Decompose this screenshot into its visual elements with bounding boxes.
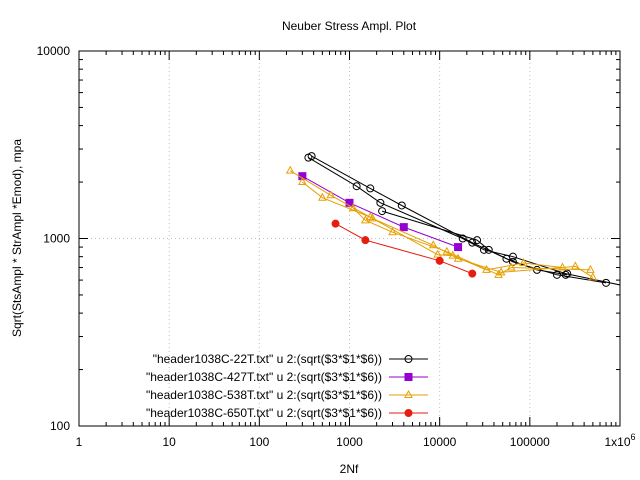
data-point [376,198,385,207]
data-point [508,252,517,261]
data-point [326,190,336,199]
data-point [365,212,375,221]
series-layer [285,152,620,288]
series-4-line [335,223,473,275]
x-axis: 1 10 100 1000 10000 100000 1x106 [76,51,636,449]
data-point [586,264,595,273]
x-tick-label: 10000 [423,435,457,449]
series-3-line [302,181,563,271]
series-2-line [302,175,459,248]
data-point [571,261,580,270]
legend-label: "header1038C-427T.txt" u 2:(sqrt($3*$1*$… [146,370,382,384]
series-3-line [352,207,591,276]
x-axis-label: 2Nf [340,462,359,476]
data-point [482,264,491,273]
grid [79,51,620,426]
data-point [448,250,458,259]
legend-label: "header1038C-22T.txt" u 2:(sqrt($3*$1*$6… [153,352,382,366]
series-1-line [308,157,620,286]
y-tick-label: 10000 [37,44,71,58]
x-tick-label: 1x106 [604,432,635,449]
legend-swatch-marker [404,409,413,417]
chart-title: Neuber Stress Ampl. Plot [282,19,417,33]
data-point [397,201,406,210]
data-point [588,272,598,281]
data-point [563,269,572,278]
data-point [388,227,397,236]
x-tick-label: 1 [76,435,83,449]
data-point [484,245,493,254]
data-point [331,219,340,228]
data-point [298,177,307,186]
series-3 [285,165,598,281]
data-point [345,198,354,207]
data-point [435,256,444,265]
data-point [352,182,361,191]
legend-swatch-marker [404,389,413,398]
data-point [307,152,316,161]
data-point [506,262,516,271]
data-point [318,192,327,201]
x-tick-label: 100000 [510,435,550,449]
data-point [473,236,482,245]
data-point [285,165,295,174]
data-point [454,243,463,252]
y-axis: 100 1000 10000 [37,44,620,433]
legend-label: "header1038C-538T.txt" u 2:(sqrt($3*$1*$… [146,388,382,402]
data-point [399,223,408,232]
data-point [378,207,387,216]
series-1 [304,152,620,288]
data-point [368,213,377,222]
data-point [366,184,375,193]
legend-label: "header1038C-650T.txt" u 2:(sqrt($3*$1*$… [146,406,382,420]
data-point [428,240,438,249]
data-point [433,249,442,258]
series-4 [331,219,477,278]
data-point [453,253,463,262]
data-point [468,269,477,278]
data-point [558,262,567,271]
data-point [468,238,477,247]
data-point [479,245,488,254]
legend-swatch-marker [404,355,413,363]
data-point [552,270,561,279]
data-point [519,257,528,267]
x-tick-label: 10 [162,435,176,449]
series-2 [298,172,463,252]
y-tick-label: 100 [50,419,70,433]
x-tick-label: 100 [249,435,269,449]
data-point [361,236,370,245]
data-point [602,278,611,287]
x-tick-exponent: 6 [631,432,636,442]
legend-swatch-marker [404,373,413,381]
y-tick-label: 1000 [43,232,70,246]
data-point [494,269,503,278]
legend: "header1038C-22T.txt" u 2:(sqrt($3*$1*$6… [146,352,428,420]
series-3-line [289,170,594,278]
data-point [348,203,358,212]
data-point [442,246,452,255]
data-point [496,267,506,276]
y-axis-label: Sqrt(StsAmpl * StrAmpl *Emod), mpa [10,139,24,337]
x-tick-label: 1000 [336,435,363,449]
data-point [458,234,467,243]
data-point [561,270,570,279]
